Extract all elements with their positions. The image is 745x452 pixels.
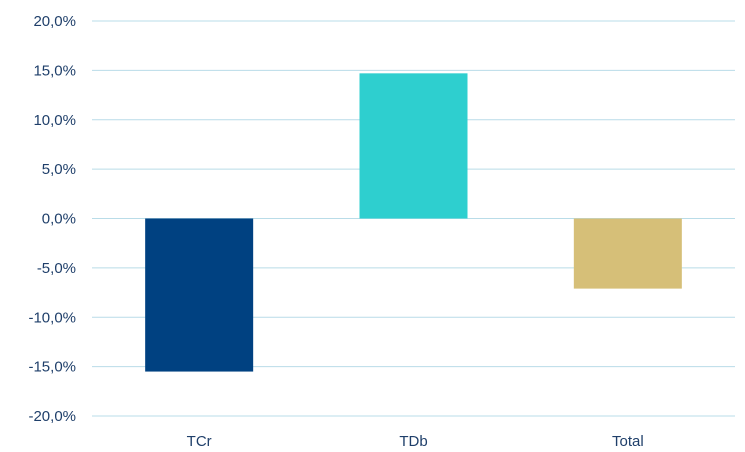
y-tick-label: 15,0%	[33, 62, 76, 79]
y-tick-label: -20,0%	[28, 408, 76, 425]
y-axis-tick-labels: 20,0% 15,0% 10,0% 5,0% 0,0% -5,0% -10,0% -15,0%…	[28, 13, 76, 425]
y-tick-label: 10,0%	[33, 112, 76, 129]
x-category-label: TDb	[399, 433, 427, 450]
bar-total	[573, 218, 682, 289]
y-tick-label: 20,0%	[33, 13, 76, 30]
x-axis-category-labels: TCr TDb Total	[187, 433, 644, 450]
bars	[145, 73, 682, 372]
y-tick-label: -15,0%	[28, 359, 76, 376]
y-tick-label: 5,0%	[42, 161, 76, 178]
bar-tdb	[359, 73, 468, 219]
x-category-label: Total	[612, 433, 644, 450]
x-category-label: TCr	[187, 433, 212, 450]
bar-tcr	[145, 218, 254, 372]
y-tick-label: -5,0%	[37, 260, 76, 277]
y-tick-label: -10,0%	[28, 309, 76, 326]
y-tick-label: 0,0%	[42, 211, 76, 228]
